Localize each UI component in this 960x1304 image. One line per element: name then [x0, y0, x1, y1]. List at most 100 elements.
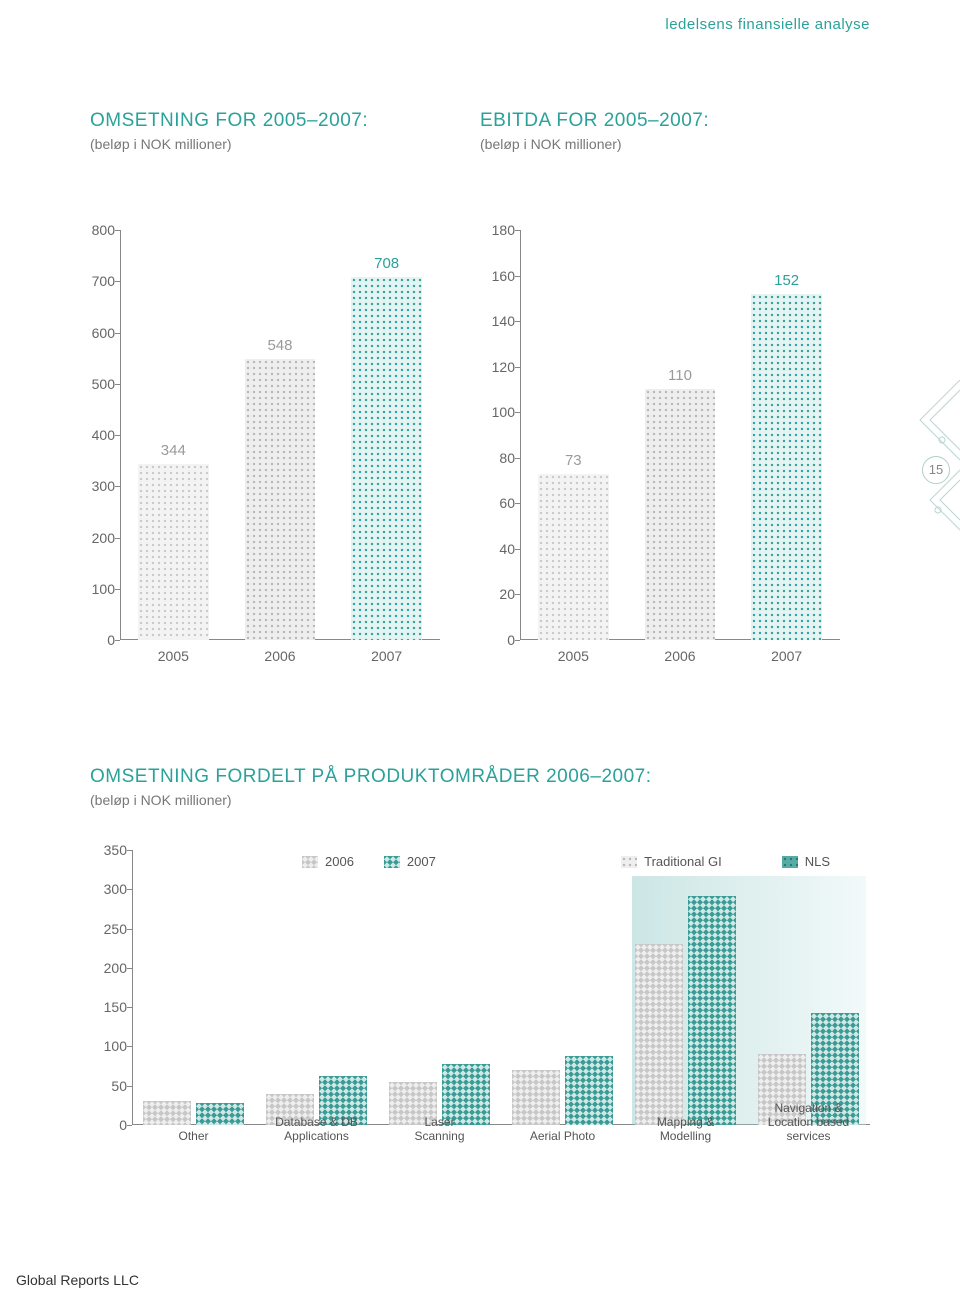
x-tick-label: 2007 [371, 648, 402, 664]
y-tick [515, 458, 520, 459]
bottom-title: OMSETNING FORDELT PÅ PRODUKTOMRÅDER 2006… [90, 766, 652, 788]
bar-value: 708 [351, 255, 421, 272]
legend-series-item: Traditional GI [621, 854, 722, 869]
bar-2005: 73 [538, 474, 608, 640]
bar-2006 [635, 944, 683, 1125]
ebitda-title: EBITDA FOR 2005–2007: [480, 110, 870, 132]
y-tick [515, 276, 520, 277]
legend-label: NLS [805, 854, 830, 869]
y-tick-label: 200 [87, 960, 127, 976]
y-tick [115, 384, 120, 385]
bar-value: 73 [538, 452, 608, 469]
bar-value: 110 [645, 367, 715, 384]
y-tick-label: 300 [87, 881, 127, 897]
y-tick-label: 140 [475, 313, 515, 329]
x-category-label: LaserScanning [414, 1115, 464, 1143]
y-tick-label: 80 [475, 450, 515, 466]
bar-2006 [143, 1101, 191, 1125]
bar-2007 [196, 1103, 244, 1125]
legend-years: 2006 2007 [302, 854, 436, 869]
left-title-block: OMSETNING FOR 2005–2007: (beløp i NOK mi… [90, 110, 480, 152]
y-tick-label: 300 [75, 478, 115, 494]
y-tick [115, 589, 120, 590]
x-category-label: Other [178, 1129, 208, 1143]
y-tick [127, 1125, 132, 1126]
legend-series: Traditional GI NLS [621, 854, 830, 869]
bar-value: 548 [245, 337, 315, 354]
y-tick [127, 1046, 132, 1047]
y-tick [115, 435, 120, 436]
x-category-label: Database & DBApplications [275, 1115, 358, 1143]
x-tick-label: 2006 [664, 648, 695, 664]
y-tick-label: 200 [75, 530, 115, 546]
y-axis [520, 230, 521, 640]
y-tick-label: 100 [475, 404, 515, 420]
y-tick-label: 40 [475, 541, 515, 557]
legend-year-2007: 2007 [384, 854, 436, 869]
y-tick-label: 800 [75, 222, 115, 238]
legend-year-2006: 2006 [302, 854, 354, 869]
y-tick-label: 120 [475, 359, 515, 375]
bar-2007 [688, 896, 736, 1125]
y-tick-label: 600 [75, 325, 115, 341]
bar-2006 [512, 1070, 560, 1125]
y-tick [515, 412, 520, 413]
header-text: ledelsens finansielle analyse [665, 16, 870, 33]
y-tick-label: 700 [75, 273, 115, 289]
legend-label: 2007 [407, 854, 436, 869]
y-tick [115, 230, 120, 231]
x-tick-label: 2007 [771, 648, 802, 664]
legend-swatch [302, 856, 318, 868]
product-area-plot: 20062007 Traditional GINLS 0501001502002… [132, 850, 870, 1125]
top-charts-area: 0100200300400500600700800344200554820067… [70, 230, 870, 670]
x-category-label: Navigation &Location basedservices [768, 1101, 849, 1143]
right-title-block: EBITDA FOR 2005–2007: (beløp i NOK milli… [480, 110, 870, 152]
y-tick-label: 180 [475, 222, 515, 238]
y-tick [115, 333, 120, 334]
y-tick-label: 0 [87, 1117, 127, 1133]
y-tick-label: 350 [87, 842, 127, 858]
bar-2006: 110 [645, 389, 715, 640]
y-tick [115, 640, 120, 641]
y-tick-label: 150 [87, 999, 127, 1015]
page-number: 15 [922, 456, 950, 484]
bar-2007 [565, 1056, 613, 1125]
y-tick-label: 100 [75, 581, 115, 597]
y-tick [127, 850, 132, 851]
legend-label: 2006 [325, 854, 354, 869]
ebitda-subtitle: (beløp i NOK millioner) [480, 136, 870, 152]
omsetning-title: OMSETNING FOR 2005–2007: [90, 110, 480, 132]
product-area-chart: 20062007 Traditional GINLS 0501001502002… [90, 850, 880, 1170]
y-tick-label: 500 [75, 376, 115, 392]
omsetning-chart: 0100200300400500600700800344200554820067… [70, 230, 470, 670]
x-tick-label: 2005 [158, 648, 189, 664]
top-titles-row: OMSETNING FOR 2005–2007: (beløp i NOK mi… [90, 110, 870, 152]
y-tick [115, 281, 120, 282]
y-tick-label: 160 [475, 268, 515, 284]
y-tick [515, 640, 520, 641]
x-category-label: Aerial Photo [530, 1129, 595, 1143]
bottom-subtitle: (beløp i NOK millioner) [90, 792, 652, 808]
y-tick [115, 486, 120, 487]
legend-label: Traditional GI [644, 854, 722, 869]
x-category-label: Mapping &Modelling [657, 1115, 714, 1143]
y-axis [132, 850, 133, 1125]
y-tick [515, 321, 520, 322]
y-axis [120, 230, 121, 640]
bar-2007: 152 [751, 294, 821, 640]
ebitda-plot: 0204060801001201401601807320051102006152… [520, 230, 840, 640]
y-tick-label: 20 [475, 586, 515, 602]
footer-text: Global Reports LLC [16, 1272, 139, 1288]
y-tick-label: 0 [475, 632, 515, 648]
y-tick-label: 400 [75, 427, 115, 443]
y-tick [515, 230, 520, 231]
y-tick [515, 549, 520, 550]
y-tick [515, 594, 520, 595]
y-tick-label: 0 [75, 632, 115, 648]
y-tick-label: 60 [475, 495, 515, 511]
bar-2005: 344 [138, 464, 208, 640]
y-tick-label: 250 [87, 921, 127, 937]
bar-value: 152 [751, 272, 821, 289]
omsetning-subtitle: (beløp i NOK millioner) [90, 136, 480, 152]
bar-2006: 548 [245, 359, 315, 640]
